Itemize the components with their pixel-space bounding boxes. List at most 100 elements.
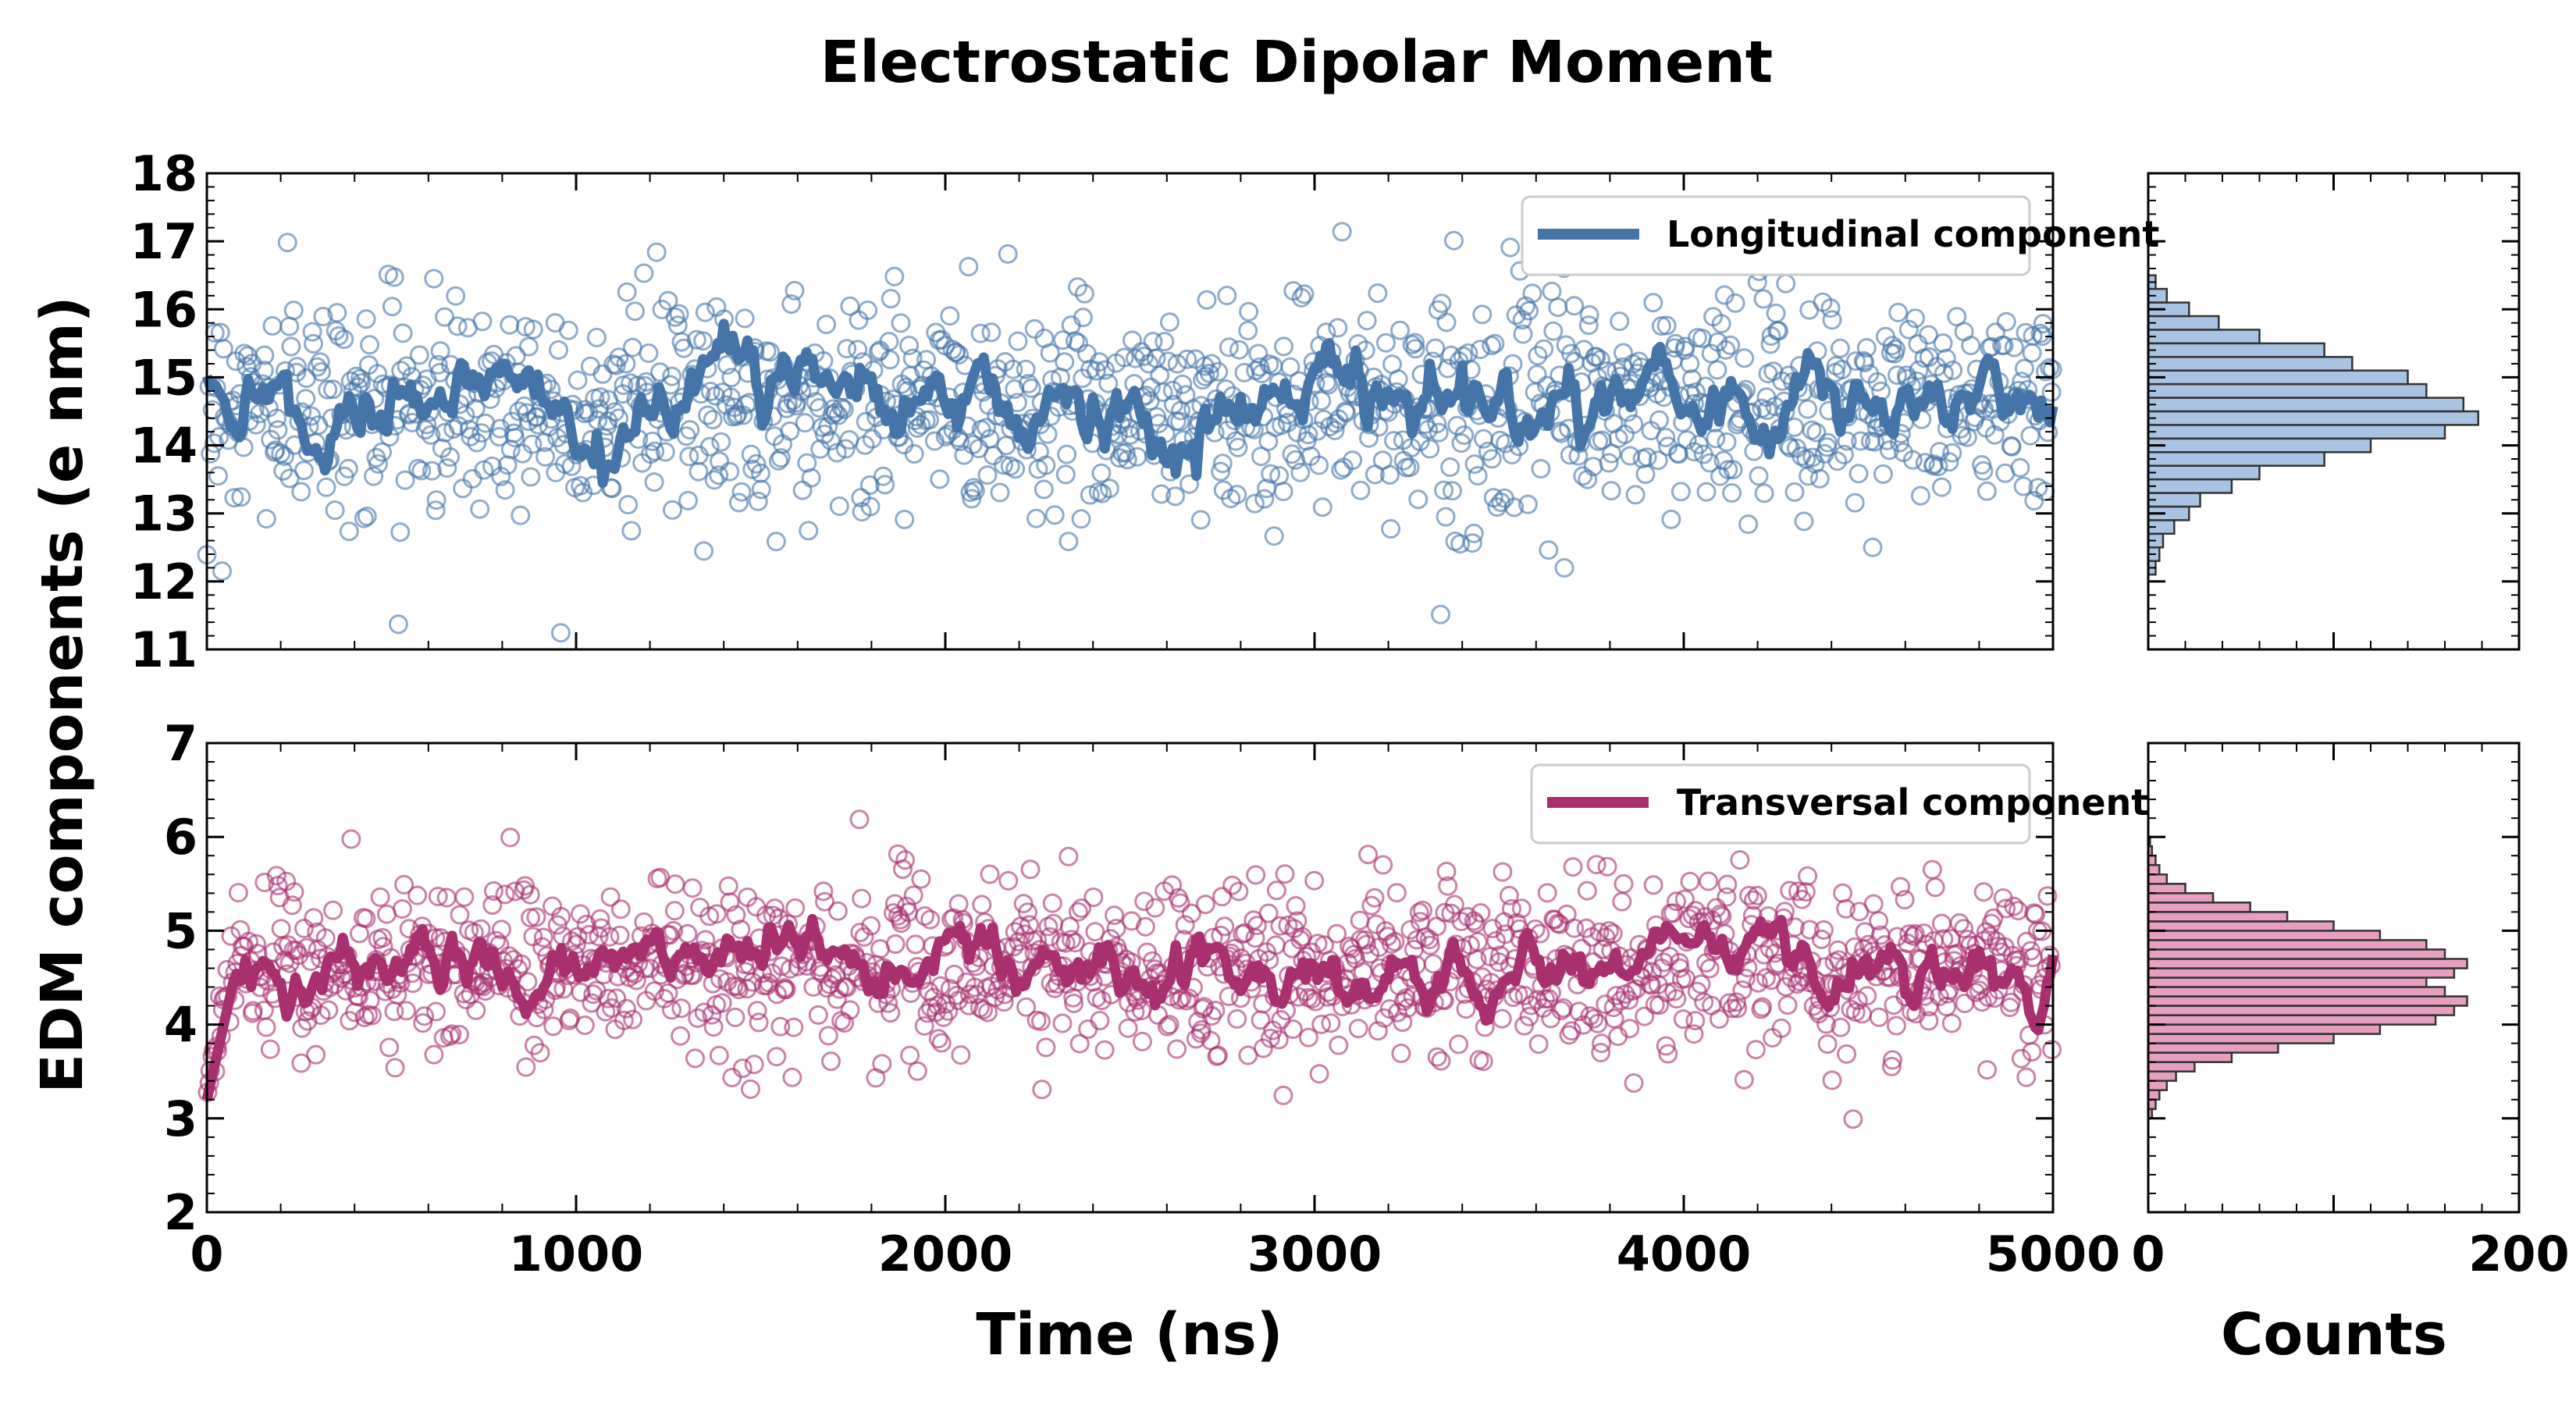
y-tick-label: 4	[164, 997, 197, 1054]
scatter-point	[1528, 1034, 1549, 1055]
scatter-point	[1402, 335, 1422, 355]
scatter-point	[703, 410, 723, 430]
scatter-point	[2001, 992, 2021, 1012]
scatter-point	[1181, 903, 1201, 923]
scatter-point	[1635, 1006, 1655, 1026]
scatter-point	[364, 466, 384, 486]
scatter-point	[679, 446, 699, 467]
scatter-point	[428, 354, 448, 375]
scatter-point	[1125, 1001, 1145, 1022]
scatter-point	[1869, 1007, 1889, 1027]
scatter-point	[1612, 891, 1632, 912]
scatter-point	[1910, 486, 1930, 506]
scatter-point	[977, 465, 998, 486]
scatter-point	[1550, 422, 1570, 441]
scatter-point	[1657, 983, 1678, 1003]
scatter-point	[1961, 336, 1981, 356]
scatter-point	[1177, 349, 1197, 369]
scatter-point	[315, 928, 336, 948]
scatter-point	[1820, 298, 1841, 318]
scatter-point	[1106, 919, 1126, 938]
scatter-point	[1098, 373, 1119, 393]
scatter-point	[1648, 450, 1668, 471]
scatter-point	[1813, 919, 1834, 940]
scatter-point	[1730, 850, 1750, 870]
scatter-point	[1742, 905, 1763, 926]
histogram-bar	[2147, 424, 2446, 440]
scatter-point	[284, 882, 304, 902]
scatter-point	[854, 927, 874, 947]
scatter-point	[1485, 333, 1505, 354]
scatter-point	[310, 352, 330, 372]
scatter-point	[1449, 1034, 1469, 1055]
scatter-point	[302, 322, 322, 342]
scatter-point	[1321, 1013, 1341, 1033]
scatter-point	[382, 297, 402, 317]
scatter-point	[1169, 990, 1190, 1010]
scatter-point	[1922, 859, 1942, 880]
scatter-point	[354, 508, 374, 528]
x-tick-label: 2000	[878, 1225, 1013, 1282]
scatter-point	[1436, 862, 1457, 881]
scatter-point	[1769, 321, 1788, 341]
scatter-point	[1734, 1069, 1754, 1090]
scatter-point	[1212, 454, 1233, 474]
scatter-point	[1258, 903, 1279, 923]
scatter-point	[1444, 230, 1464, 251]
scatter-point	[950, 432, 970, 452]
scatter-point	[837, 339, 857, 359]
scatter-point	[1626, 979, 1646, 999]
scatter-point	[678, 490, 698, 510]
scatter-point	[2037, 886, 2058, 906]
scatter-point	[858, 301, 878, 320]
y-tick-label: 7	[164, 715, 197, 772]
scatter-point	[1984, 908, 2004, 928]
scatter-point	[415, 1006, 435, 1026]
scatter-point	[1934, 929, 1954, 949]
scatter-point	[547, 915, 568, 935]
scatter-point	[1942, 443, 1962, 463]
scatter-point	[1464, 523, 1484, 543]
y-tick-label: 6	[164, 809, 197, 866]
scatter-point	[1699, 871, 1719, 891]
scatter-point	[409, 345, 429, 365]
scatter-point	[550, 623, 571, 643]
scatter-point	[1643, 875, 1663, 895]
scatter-point	[243, 1001, 263, 1021]
scatter-point	[1291, 287, 1311, 308]
hist-x-axis-label: Counts	[2221, 1301, 2447, 1368]
scatter-point	[1016, 359, 1036, 379]
y-tick-label: 11	[130, 621, 197, 678]
scatter-point	[748, 491, 768, 511]
scatter-point	[281, 336, 301, 357]
scatter-point	[1656, 315, 1677, 336]
chart-title: Electrostatic Dipolar Moment	[820, 29, 1773, 96]
scatter-point	[1848, 464, 1869, 484]
scatter-point	[1539, 540, 1559, 560]
scatter-point	[808, 1005, 828, 1025]
scatter-point	[1625, 485, 1646, 505]
scatter-point	[1036, 1037, 1056, 1058]
histogram-bar	[2147, 911, 2289, 923]
scatter-point	[1592, 1033, 1612, 1054]
scatter-point	[1667, 989, 1687, 1009]
scatter-point	[1939, 452, 1959, 472]
scatter-point	[927, 995, 948, 1016]
scatter-point	[266, 866, 286, 886]
scatter-point	[1356, 934, 1376, 955]
scatter-point	[1153, 382, 1173, 402]
scatter-point	[1197, 290, 1217, 310]
scatter-point	[1822, 1070, 1842, 1090]
scatter-point	[1170, 411, 1190, 432]
scatter-point	[1845, 493, 1865, 513]
scatter-point	[1157, 1016, 1177, 1037]
scatter-point	[625, 301, 645, 322]
scatter-point	[1656, 1036, 1676, 1056]
scatter-point	[396, 1001, 416, 1021]
scatter-point	[861, 916, 881, 936]
scatter-point	[1059, 846, 1079, 866]
scatter-point	[1674, 889, 1695, 909]
scatter-point	[430, 341, 450, 361]
scatter-point	[770, 448, 791, 468]
scatter-point	[1219, 337, 1239, 357]
